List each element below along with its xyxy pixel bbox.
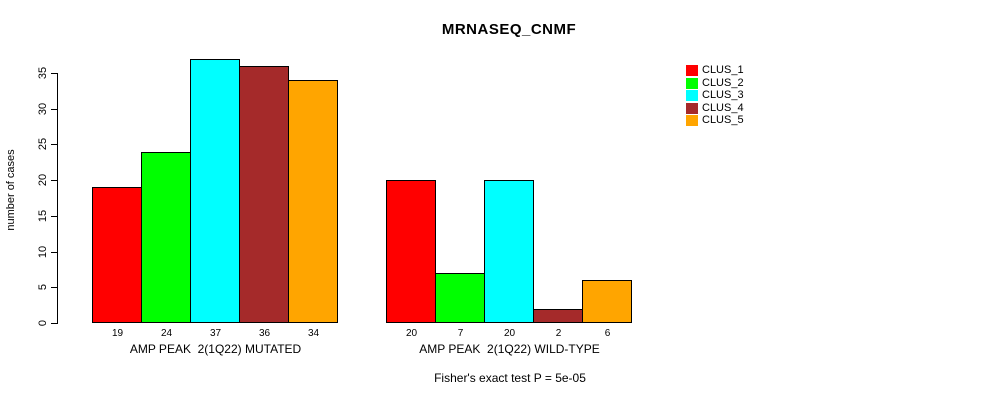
bar-value-label: 6 [604,328,611,339]
bar-value-label: 19 [111,328,124,339]
y-tick-label: 0 [37,319,49,327]
bar-clus_3 [190,59,240,323]
y-tick-label: 10 [37,245,49,259]
category-label: AMP PEAK 2(1Q22) MUTATED [129,342,302,356]
y-tick [51,109,58,110]
y-tick-label: 20 [37,173,49,187]
legend-label: CLUS_2 [702,77,744,89]
bar-value-label: 36 [258,328,271,339]
chart-title: MRNASEQ_CNMF [441,21,577,38]
bar-value-label: 34 [307,328,320,339]
bar-clus_4 [239,66,289,323]
bar-value-label: 7 [457,328,464,339]
bar-clus_5 [288,80,338,323]
category-label: AMP PEAK 2(1Q22) WILD-TYPE [419,342,600,356]
bar-clus_1 [386,180,436,323]
fisher-test-annotation: Fisher's exact test P = 5e-05 [434,371,586,385]
y-tick [51,323,58,324]
bar-value-label: 2 [555,328,562,339]
y-tick-label: 30 [37,102,49,116]
legend-label: CLUS_3 [702,89,744,101]
bar-clus_3 [484,180,534,323]
y-axis-label: number of cases [5,149,17,231]
bar-value-label: 20 [405,328,418,339]
legend-label: CLUS_4 [702,102,744,114]
y-tick-label: 15 [37,209,49,223]
bar-value-label: 37 [209,328,222,339]
y-tick [51,144,58,145]
y-tick-label: 5 [37,283,49,291]
bar-value-label: 24 [160,328,173,339]
y-tick [51,216,58,217]
legend-swatch-clus_3 [686,90,698,101]
y-tick [51,252,58,253]
y-tick [51,73,58,74]
y-tick-label: 25 [37,137,49,151]
bar-clus_5 [582,280,632,323]
bar-clus_4 [533,309,583,323]
bar-clus_1 [92,187,142,323]
legend-swatch-clus_2 [686,78,698,89]
y-tick [51,180,58,181]
bar-clus_2 [435,273,485,323]
legend-swatch-clus_1 [686,65,698,76]
bar-clus_2 [141,152,191,323]
y-axis-line [57,73,58,324]
legend-label: CLUS_5 [702,114,744,126]
legend-swatch-clus_5 [686,115,698,126]
y-tick [51,287,58,288]
legend-swatch-clus_4 [686,103,698,114]
bar-value-label: 20 [503,328,516,339]
legend-label: CLUS_1 [702,64,744,76]
y-tick-label: 35 [37,66,49,80]
